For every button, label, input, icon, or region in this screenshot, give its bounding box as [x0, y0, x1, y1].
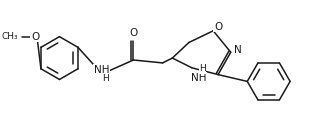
Text: NH: NH — [94, 65, 109, 75]
Text: O: O — [129, 28, 138, 38]
Text: H: H — [199, 64, 206, 73]
Text: NH: NH — [191, 72, 206, 83]
Text: O: O — [214, 22, 222, 32]
Text: N: N — [234, 45, 242, 55]
Text: O: O — [31, 32, 39, 42]
Text: CH₃: CH₃ — [1, 32, 17, 41]
Text: H: H — [102, 74, 109, 83]
